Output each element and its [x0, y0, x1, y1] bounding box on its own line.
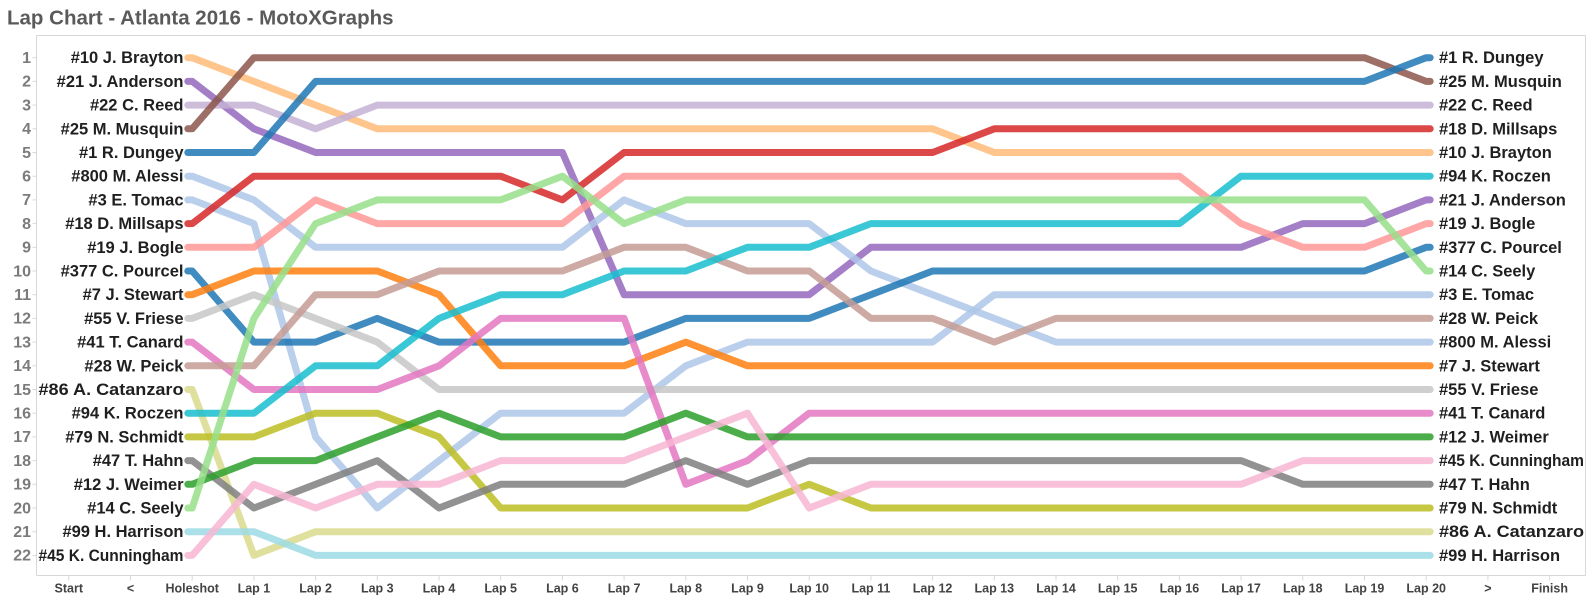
svg-text:Lap 9: Lap 9: [731, 582, 764, 596]
svg-text:#99 H. Harrison: #99 H. Harrison: [62, 523, 183, 541]
svg-text:#3 E. Tomac: #3 E. Tomac: [88, 191, 183, 209]
svg-text:#86 A. Catanzaro: #86 A. Catanzaro: [1439, 523, 1584, 541]
svg-text:#47 T. Hahn: #47 T. Hahn: [1439, 476, 1530, 494]
svg-text:Holeshot: Holeshot: [165, 582, 219, 596]
svg-text:#14 C. Seely: #14 C. Seely: [1439, 263, 1536, 281]
svg-text:22: 22: [13, 548, 31, 565]
svg-text:19: 19: [13, 477, 31, 494]
svg-text:#79 N. Schmidt: #79 N. Schmidt: [1439, 500, 1558, 518]
svg-text:#1 R. Dungey: #1 R. Dungey: [79, 144, 184, 162]
svg-text:#79 N. Schmidt: #79 N. Schmidt: [65, 428, 184, 446]
svg-text:#19 J. Bogle: #19 J. Bogle: [1439, 215, 1535, 233]
svg-text:#19 J. Bogle: #19 J. Bogle: [87, 239, 183, 257]
svg-text:20: 20: [13, 500, 31, 517]
svg-text:#22 C. Reed: #22 C. Reed: [1439, 97, 1533, 115]
svg-text:#99 H. Harrison: #99 H. Harrison: [1439, 547, 1560, 565]
svg-text:13: 13: [13, 334, 31, 351]
svg-text:#86 A. Catanzaro: #86 A. Catanzaro: [39, 381, 184, 399]
svg-text:18: 18: [13, 453, 31, 470]
svg-text:9: 9: [22, 240, 31, 257]
svg-text:Lap 16: Lap 16: [1160, 582, 1200, 596]
svg-text:#55 V. Friese: #55 V. Friese: [1439, 381, 1538, 399]
svg-text:Lap 18: Lap 18: [1283, 582, 1323, 596]
svg-text:#94 K. Roczen: #94 K. Roczen: [1439, 168, 1551, 186]
svg-text:#377 C. Pourcel: #377 C. Pourcel: [61, 263, 184, 281]
svg-text:#12 J. Weimer: #12 J. Weimer: [74, 476, 184, 494]
svg-text:>: >: [1484, 582, 1491, 596]
svg-text:#25 M. Musquin: #25 M. Musquin: [1439, 73, 1562, 91]
svg-text:#45 K. Cunningham: #45 K. Cunningham: [39, 547, 184, 565]
svg-text:#12 J. Weimer: #12 J. Weimer: [1439, 428, 1549, 446]
svg-text:17: 17: [13, 429, 31, 446]
svg-text:#25 M. Musquin: #25 M. Musquin: [61, 120, 184, 138]
svg-text:Lap 13: Lap 13: [974, 582, 1014, 596]
svg-text:6: 6: [22, 169, 31, 186]
svg-text:#94 K. Roczen: #94 K. Roczen: [72, 405, 184, 423]
svg-text:#3 E. Tomac: #3 E. Tomac: [1439, 286, 1534, 304]
svg-text:1: 1: [22, 50, 31, 67]
svg-text:Lap 10: Lap 10: [789, 582, 829, 596]
svg-text:#10 J. Brayton: #10 J. Brayton: [71, 49, 184, 67]
svg-text:Lap 14: Lap 14: [1036, 582, 1076, 596]
svg-text:Lap 7: Lap 7: [608, 582, 641, 596]
svg-text:#377 C. Pourcel: #377 C. Pourcel: [1439, 239, 1562, 257]
svg-text:#55 V. Friese: #55 V. Friese: [84, 310, 183, 328]
svg-text:Lap 2: Lap 2: [299, 582, 332, 596]
svg-text:21: 21: [13, 524, 31, 541]
svg-text:#7 J. Stewart: #7 J. Stewart: [83, 286, 184, 304]
svg-text:Lap 6: Lap 6: [546, 582, 579, 596]
svg-text:<: <: [127, 582, 134, 596]
svg-text:#47 T. Hahn: #47 T. Hahn: [93, 452, 184, 470]
svg-text:8: 8: [22, 216, 31, 233]
svg-text:#7 J. Stewart: #7 J. Stewart: [1439, 357, 1540, 375]
svg-text:#14 C. Seely: #14 C. Seely: [87, 500, 184, 518]
svg-text:Lap 11: Lap 11: [851, 582, 890, 596]
svg-text:#18 D. Millsaps: #18 D. Millsaps: [65, 215, 183, 233]
svg-text:#1 R. Dungey: #1 R. Dungey: [1439, 49, 1544, 67]
svg-text:Lap 17: Lap 17: [1221, 582, 1261, 596]
svg-text:14: 14: [13, 358, 31, 375]
svg-text:#800 M. Alessi: #800 M. Alessi: [71, 168, 183, 186]
svg-text:Lap 4: Lap 4: [423, 582, 456, 596]
svg-text:Lap Chart - Atlanta 2016 - Mot: Lap Chart - Atlanta 2016 - MotoXGraphs: [7, 7, 394, 30]
svg-text:Lap 8: Lap 8: [669, 582, 702, 596]
svg-text:3: 3: [22, 97, 31, 114]
svg-text:#10 J. Brayton: #10 J. Brayton: [1439, 144, 1552, 162]
svg-text:Start: Start: [55, 582, 84, 596]
svg-text:15: 15: [13, 382, 31, 399]
svg-text:4: 4: [22, 121, 31, 138]
svg-text:16: 16: [13, 406, 31, 423]
svg-text:2: 2: [22, 74, 31, 91]
svg-text:12: 12: [13, 311, 31, 328]
svg-text:#28 W. Peick: #28 W. Peick: [84, 357, 184, 375]
svg-text:Lap 19: Lap 19: [1345, 582, 1385, 596]
svg-text:#22 C. Reed: #22 C. Reed: [90, 97, 184, 115]
svg-text:Lap 12: Lap 12: [913, 582, 953, 596]
svg-text:10: 10: [13, 263, 31, 280]
svg-text:Lap 15: Lap 15: [1098, 582, 1138, 596]
svg-text:Lap 3: Lap 3: [361, 582, 394, 596]
svg-text:#18 D. Millsaps: #18 D. Millsaps: [1439, 120, 1557, 138]
svg-text:#41 T. Canard: #41 T. Canard: [1439, 405, 1545, 423]
svg-text:Lap 1: Lap 1: [238, 582, 271, 596]
svg-text:11: 11: [14, 287, 31, 304]
svg-text:#21 J. Anderson: #21 J. Anderson: [57, 73, 184, 91]
svg-text:#21 J. Anderson: #21 J. Anderson: [1439, 191, 1566, 209]
svg-text:#28 W. Peick: #28 W. Peick: [1439, 310, 1539, 328]
svg-text:#800 M. Alessi: #800 M. Alessi: [1439, 334, 1551, 352]
svg-text:#41 T. Canard: #41 T. Canard: [77, 334, 183, 352]
svg-text:#45 K. Cunningham: #45 K. Cunningham: [1439, 452, 1584, 470]
svg-text:Lap 20: Lap 20: [1406, 582, 1446, 596]
svg-text:5: 5: [22, 145, 31, 162]
svg-text:7: 7: [22, 192, 31, 209]
svg-text:Lap 5: Lap 5: [484, 582, 517, 596]
svg-text:Finish: Finish: [1531, 582, 1568, 596]
